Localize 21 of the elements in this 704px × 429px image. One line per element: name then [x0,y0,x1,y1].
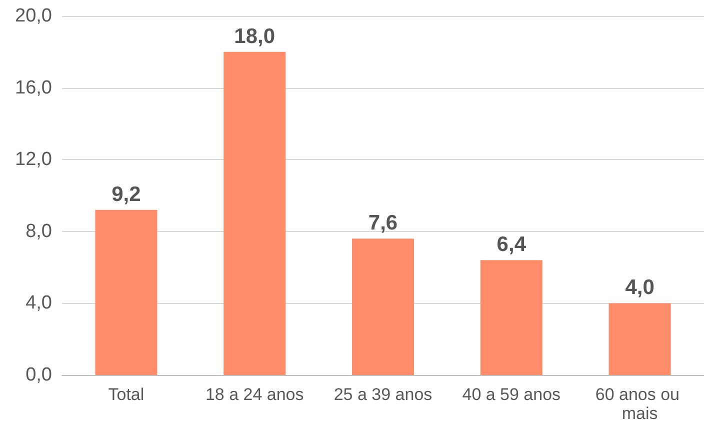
data-label: 4,0 [625,276,654,300]
y-tick-label: 8,0 [26,220,52,242]
y-tick-label: 12,0 [15,149,52,170]
y-tick-label: 20,0 [15,6,52,26]
x-tick-label: 25 a 39 anos [334,385,432,404]
y-tick-label: 4,0 [26,292,52,314]
x-tick-label: 18 a 24 anos [205,385,304,404]
bar [224,52,286,375]
bar [480,260,542,375]
x-tick-label: 60 anos ou mais [595,385,684,423]
data-label: 6,4 [496,233,526,256]
data-label: 9,2 [112,182,141,206]
x-tick-label: 40 a 59 anos [462,385,561,404]
y-tick-label: 0,0 [26,364,52,386]
y-tick-label: 16,0 [15,77,52,98]
data-label: 18,0 [234,24,276,48]
bar [95,210,158,375]
data-label: 7,6 [368,212,398,235]
x-tick-label: Total [108,385,144,404]
bar [352,238,414,375]
bar [608,303,671,375]
